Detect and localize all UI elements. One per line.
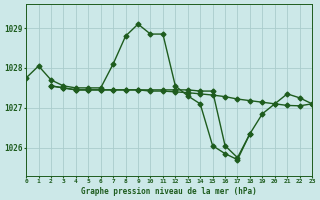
X-axis label: Graphe pression niveau de la mer (hPa): Graphe pression niveau de la mer (hPa) [81, 187, 257, 196]
